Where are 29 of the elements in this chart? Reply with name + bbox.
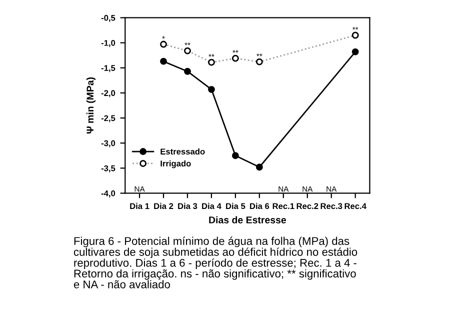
x-tick-label: Rec.3 bbox=[320, 203, 342, 210]
y-axis-title: Ψ min (MPa) bbox=[86, 77, 96, 134]
x-tick-label: Dia 3 bbox=[178, 202, 198, 210]
x-tick-label: Dia 2 bbox=[154, 202, 174, 210]
point bbox=[184, 68, 191, 75]
y-tick-label: -0,5 bbox=[101, 14, 116, 22]
x-tick-label: Rec.4 bbox=[344, 203, 366, 210]
x-tick-label: Dia 4 bbox=[202, 202, 222, 210]
x-tick-label: Rec.1 bbox=[272, 203, 294, 210]
point bbox=[352, 48, 359, 56]
y-tick-label: -3,0 bbox=[101, 140, 116, 148]
x-tick-label: Dia 5 bbox=[226, 202, 246, 210]
legend-label: Estressado bbox=[160, 148, 205, 155]
x-tick-label: Dia 6 bbox=[250, 202, 270, 210]
x-tick-label: Rec.2 bbox=[296, 203, 318, 210]
y-tick-label: -2,5 bbox=[101, 115, 116, 122]
y-tick-label: -3,5 bbox=[101, 165, 116, 172]
x-axis-title: Dias de Estresse bbox=[209, 216, 286, 224]
y-tick-label: -2,0 bbox=[101, 90, 116, 98]
y-tick-label: -1,0 bbox=[101, 40, 116, 48]
y-tick-label: -4,0 bbox=[101, 190, 116, 198]
x-tick-label: Dia 1 bbox=[130, 202, 150, 210]
point bbox=[232, 152, 239, 160]
point bbox=[256, 164, 263, 171]
y-tick-label: -1,5 bbox=[101, 65, 116, 72]
point bbox=[208, 86, 215, 93]
legend-label: Irrigado bbox=[160, 160, 191, 168]
point bbox=[160, 58, 167, 65]
text: Figura 6 - Potencial mínimo de água na folha (MPa) das cultivares de soja submetidas ao déficit hídrico no estádio reprodutivo. Dias 1 a 6 - período de estresse; Rec. 1 a 4 - Retorno da irrigação. ns - não significativo; ** significativo e NA - não avaliado bbox=[74, 236, 358, 288]
